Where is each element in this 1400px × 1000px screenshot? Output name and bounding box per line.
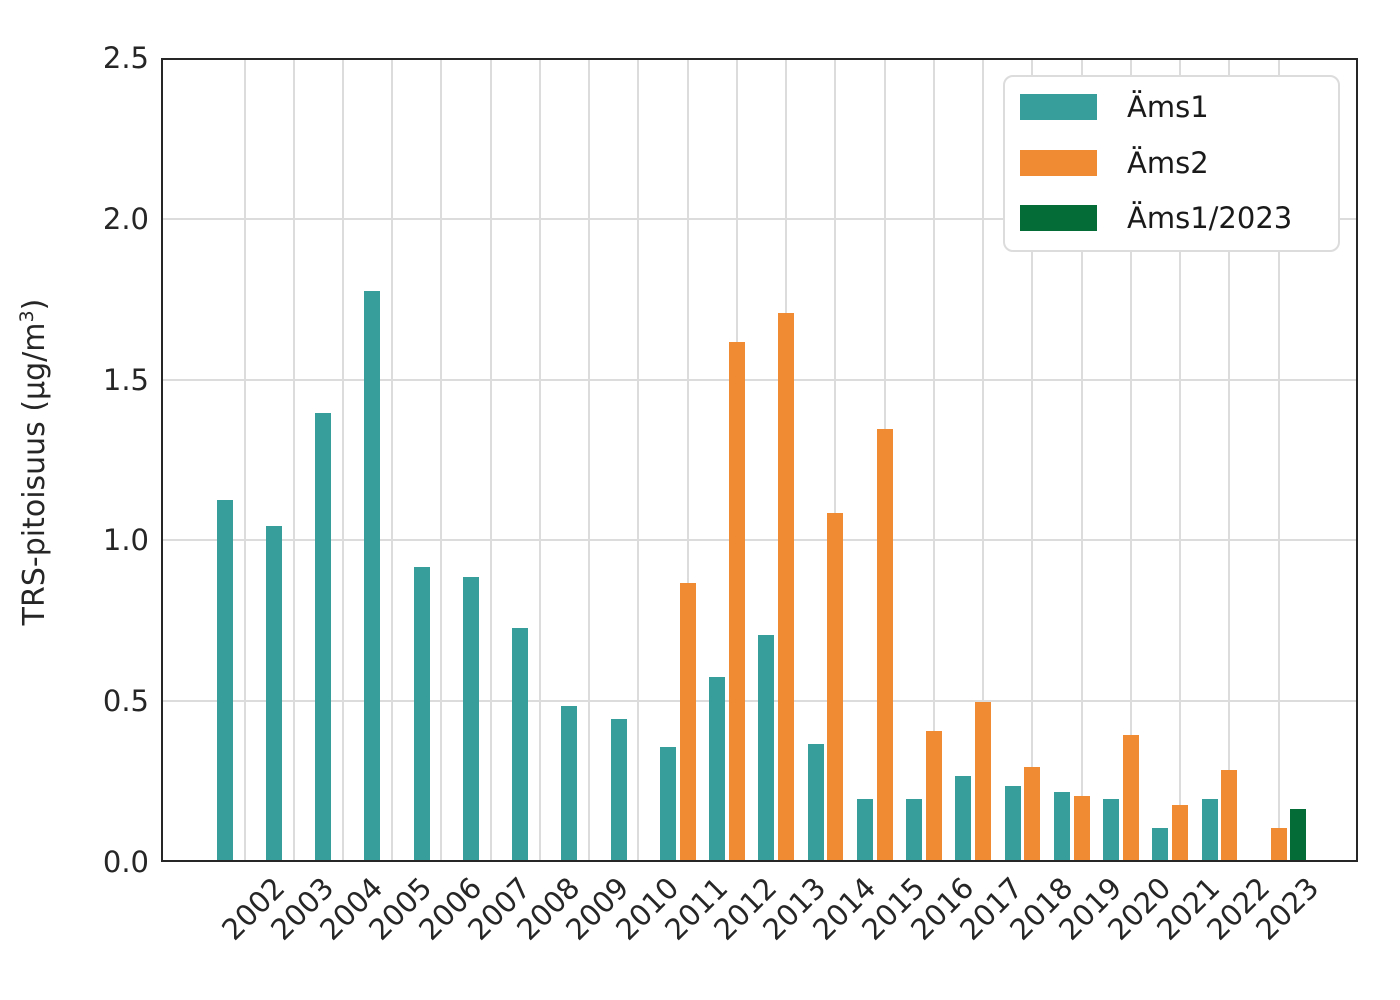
x-gridline xyxy=(588,60,591,860)
x-gridline xyxy=(1031,60,1034,860)
bar--ms2-2021 xyxy=(1172,805,1189,860)
bar--ms1-2006 xyxy=(413,567,430,860)
y-axis-label: TRS-pitoisuus (µg/m3) xyxy=(16,212,60,712)
y-gridline xyxy=(163,378,1356,381)
legend-swatch-icon xyxy=(1020,205,1097,231)
bar--ms2-2018 xyxy=(1024,766,1041,860)
legend-swatch-icon xyxy=(1020,149,1097,176)
x-gridline xyxy=(932,60,935,860)
x-gridline xyxy=(391,60,394,860)
y-tick-label: 0.5 xyxy=(102,684,149,719)
x-gridline xyxy=(1080,60,1083,860)
bar--ms1-2022 xyxy=(1201,798,1218,860)
x-gridline xyxy=(440,60,443,860)
legend-label: Äms2 xyxy=(1127,145,1209,180)
bar--ms1-2002 xyxy=(216,499,233,860)
x-gridline xyxy=(1129,60,1132,860)
bar--ms1-2012 xyxy=(709,676,726,860)
legend-swatch-icon xyxy=(1020,94,1097,120)
legend-label: Äms1/2023 xyxy=(1127,201,1293,235)
x-gridline xyxy=(1228,60,1231,860)
x-gridline xyxy=(1179,60,1182,860)
y-axis-label-text: TRS-pitoisuus (µg/m xyxy=(17,322,52,626)
bar--ms1-2003 xyxy=(265,525,282,860)
y-gridline xyxy=(163,217,1356,220)
y-axis-label-suffix: ) xyxy=(17,298,52,311)
bar--ms2-2014 xyxy=(827,512,844,860)
bar--ms1-2014 xyxy=(807,744,824,860)
y-tick-label: 2.5 xyxy=(102,41,149,75)
bar--ms1-2015 xyxy=(856,798,873,860)
bar--ms2-2011 xyxy=(679,583,696,860)
bar--ms1-2020 xyxy=(1103,798,1120,860)
bar--ms1-2007 xyxy=(462,577,479,860)
x-gridline xyxy=(686,60,689,860)
y-tick-label: 2.0 xyxy=(102,201,149,236)
bar--ms2-2015 xyxy=(876,429,893,860)
bar--ms1-2023-2023 xyxy=(1290,808,1307,860)
bar--ms1-2017 xyxy=(955,776,972,860)
bar--ms2-2016 xyxy=(925,731,942,860)
x-gridline xyxy=(637,60,640,860)
bar--ms1-2013 xyxy=(758,634,775,860)
bar--ms1-2016 xyxy=(906,798,923,860)
bar--ms2-2022 xyxy=(1221,769,1238,860)
bar--ms1-2008 xyxy=(512,628,529,860)
legend: Äms1 Äms2 Äms1/2023 xyxy=(1003,75,1340,252)
bar--ms2-2012 xyxy=(728,342,745,860)
bar--ms2-2020 xyxy=(1122,734,1139,860)
bar--ms1-2011 xyxy=(659,747,676,860)
bar--ms1-2019 xyxy=(1053,792,1070,860)
x-gridline xyxy=(834,60,837,860)
bar--ms1-2018 xyxy=(1004,786,1021,860)
bar--ms1-2010 xyxy=(610,718,627,860)
bar--ms2-2019 xyxy=(1073,795,1090,860)
x-gridline xyxy=(292,60,295,860)
bar--ms2-2017 xyxy=(975,702,992,860)
bar--ms1-2009 xyxy=(561,705,578,860)
bar--ms1-2004 xyxy=(315,412,332,860)
y-tick-label: 1.5 xyxy=(102,362,149,397)
bar--ms1-2021 xyxy=(1152,827,1169,860)
x-gridline xyxy=(243,60,246,860)
x-gridline xyxy=(538,60,541,860)
legend-label: Äms1 xyxy=(1127,90,1209,124)
y-axis-label-superscript: 3 xyxy=(16,310,38,323)
x-gridline xyxy=(489,60,492,860)
y-gridline xyxy=(163,539,1356,542)
x-gridline xyxy=(982,60,985,860)
x-gridline xyxy=(341,60,344,860)
bar--ms2-2023 xyxy=(1270,827,1287,860)
bar--ms1-2005 xyxy=(364,290,381,860)
x-gridline xyxy=(1277,60,1280,860)
y-tick-label: 0.0 xyxy=(102,845,149,879)
bar--ms2-2013 xyxy=(778,313,795,860)
y-tick-label: 1.0 xyxy=(102,523,149,558)
